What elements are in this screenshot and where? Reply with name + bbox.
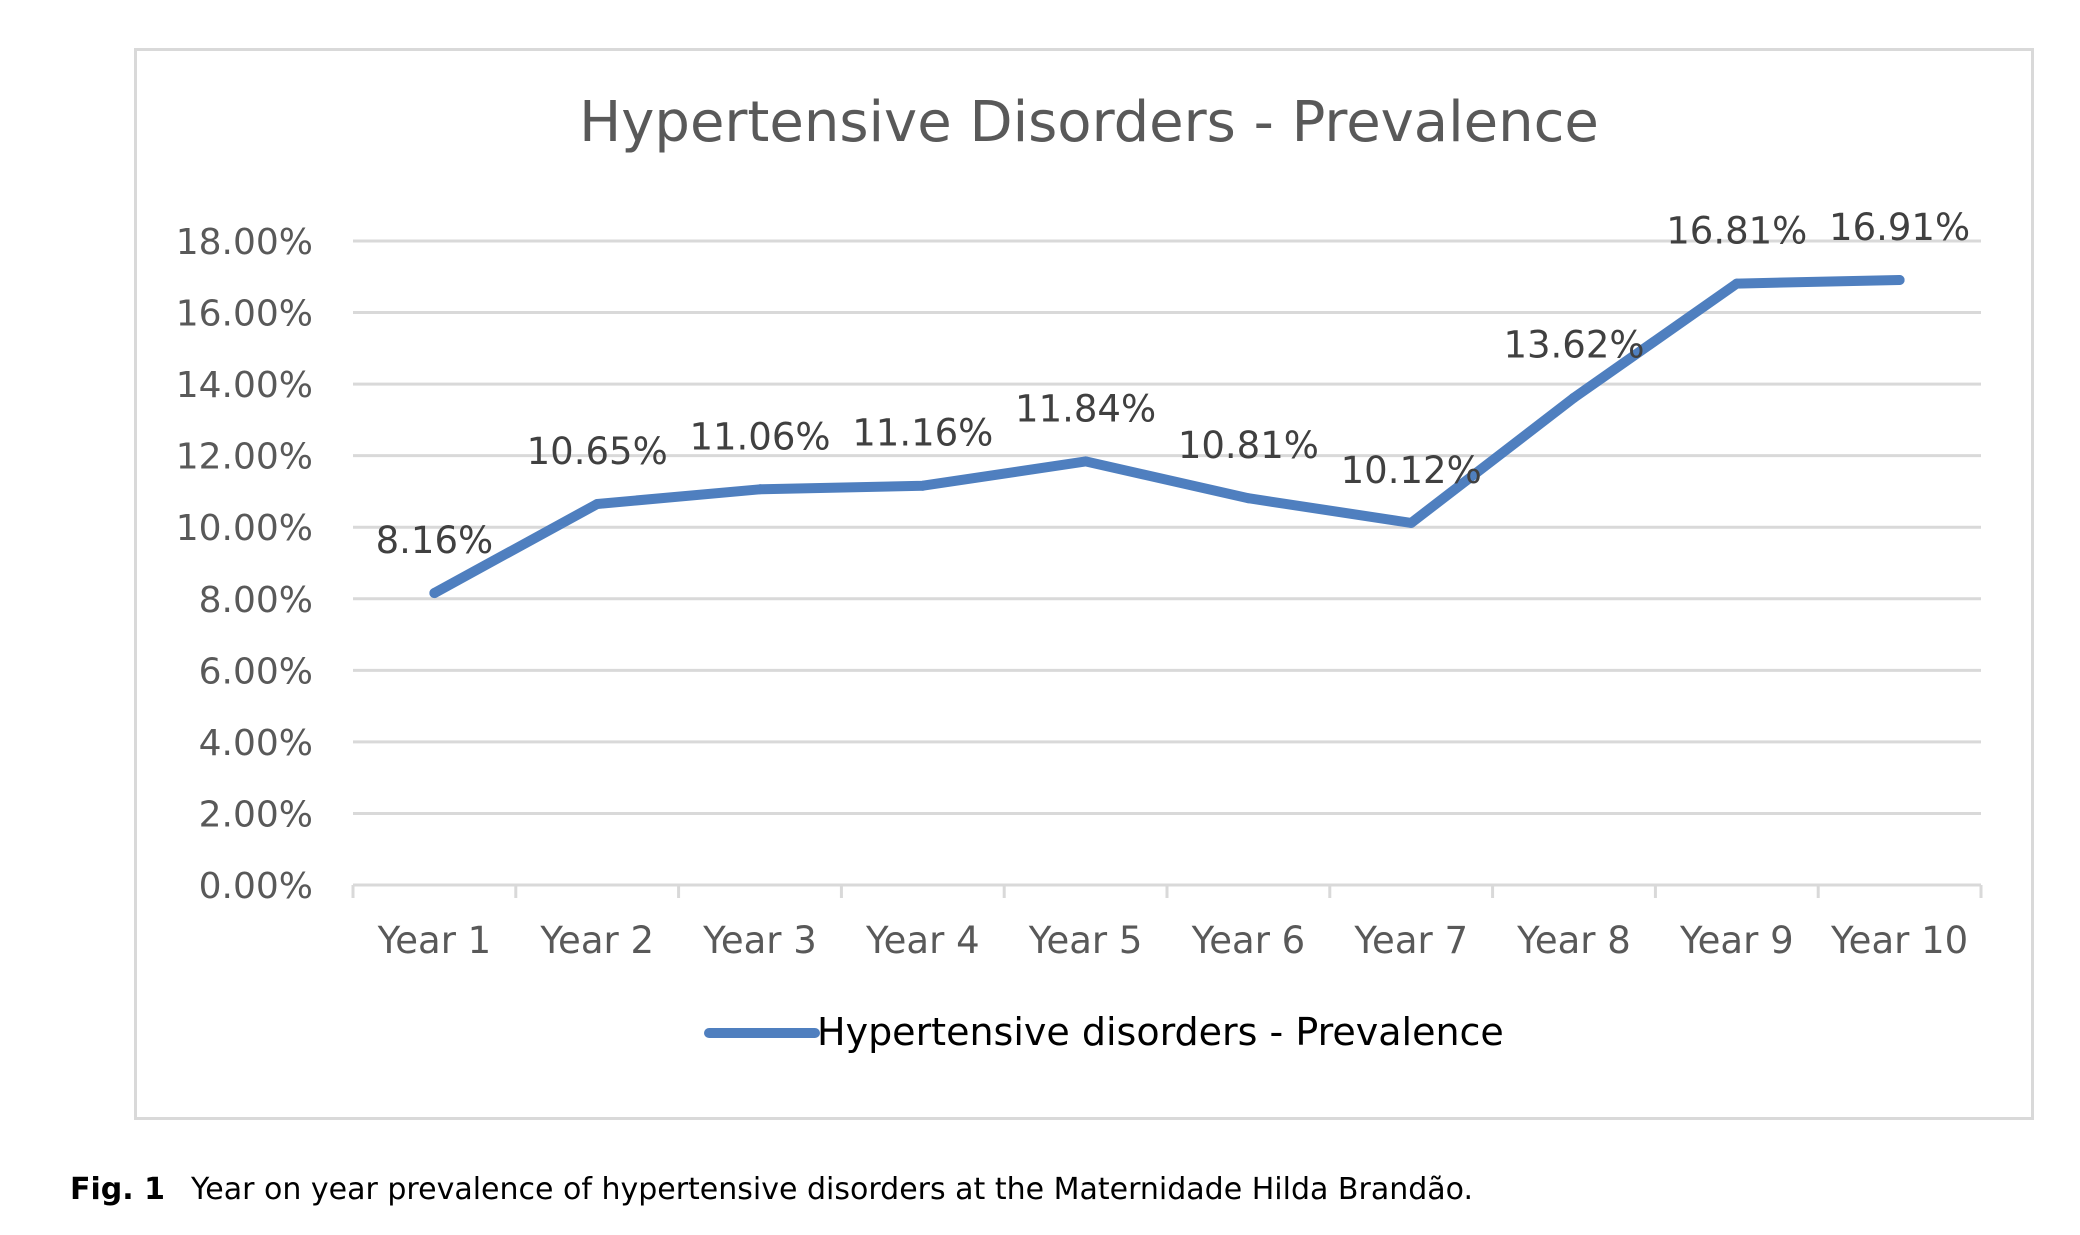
y-tick-label: 12.00% [176,437,313,478]
data-labels: 8.16% 10.65% 11.06% 11.16% 11.84% 10.81% 10.12… [376,206,1971,562]
series-layer [429,274,1905,599]
figure-caption-text: Year on year prevalence of hypertensive … [190,1172,1474,1207]
data-point [592,498,603,509]
x-tick-label: Year 4 [865,919,980,962]
data-label: 10.81% [1178,424,1319,467]
legend: Hypertensive disorders - Prevalence [704,1010,1504,1054]
x-tick-label: Year 1 [377,919,492,962]
x-axis: Year 1 Year 2 Year 3 Year 4 Year 5 Year 6 Year… [351,883,1983,962]
data-point [1731,278,1742,289]
data-label: 16.91% [1829,206,1970,249]
data-point [1243,493,1254,504]
legend-label: Hypertensive disorders - Prevalence [817,1010,1504,1054]
x-tick-label: Year 6 [1191,919,1306,962]
data-point [917,480,928,491]
data-label: 11.84% [1015,387,1156,430]
y-tick-label: 2.00% [199,794,313,835]
y-axis-ticks: 0.00% 2.00% 4.00% 6.00% 8.00% 10.00% 12.00% 14.… [176,222,313,907]
x-tick-label: Year 7 [1353,919,1468,962]
chart-frame: Hypertensive Disorders - Prevalence 0.00… [134,48,2034,1120]
line-chart: Hypertensive Disorders - Prevalence 0.00… [176,90,1983,1054]
data-label: 16.81% [1666,210,1807,253]
figure-caption: Fig. 1 Year on year prevalence of hyperte… [70,1172,1473,1207]
data-label: 13.62% [1503,324,1644,367]
chart-title: Hypertensive Disorders - Prevalence [579,90,1599,155]
y-tick-label: 14.00% [176,365,313,406]
x-tick-label: Year 8 [1516,919,1631,962]
data-point [429,588,440,599]
data-point [1569,392,1579,403]
gridlines [353,239,1981,815]
data-label: 10.12% [1341,449,1482,492]
y-tick-label: 10.00% [176,508,313,549]
x-tick-label: Year 10 [1830,919,1968,962]
y-tick-label: 4.00% [199,723,313,764]
data-label: 11.06% [689,415,830,458]
x-tick-label: Year 9 [1679,919,1794,962]
data-label: 8.16% [376,519,494,562]
y-tick-label: 0.00% [199,866,313,907]
data-point [1080,456,1091,467]
data-label: 10.65% [527,430,668,473]
data-label: 11.16% [852,412,993,455]
data-point [755,484,765,495]
series-line [429,274,1905,599]
y-tick-label: 8.00% [199,580,313,621]
y-tick-label: 6.00% [199,651,313,692]
y-tick-label: 16.00% [176,294,313,335]
data-point [1406,517,1417,528]
x-tick-label: Year 3 [702,919,817,962]
y-tick-label: 18.00% [176,222,313,263]
x-tick-label: Year 5 [1028,919,1143,962]
data-point [1894,274,1905,285]
figure-caption-label: Fig. 1 [70,1172,165,1207]
x-tick-label: Year 2 [539,919,654,962]
